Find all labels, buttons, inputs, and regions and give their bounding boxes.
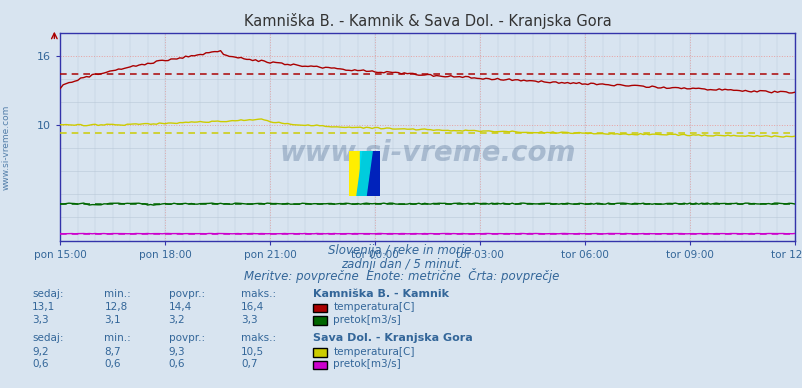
Text: Slovenija / reke in morje.: Slovenija / reke in morje.: [327, 244, 475, 257]
Text: sedaj:: sedaj:: [32, 333, 63, 343]
Text: Meritve: povprečne  Enote: metrične  Črta: povprečje: Meritve: povprečne Enote: metrične Črta:…: [244, 268, 558, 283]
Text: 0,6: 0,6: [168, 359, 185, 369]
Text: 3,3: 3,3: [32, 315, 49, 325]
Text: 3,3: 3,3: [241, 315, 257, 325]
Text: 3,2: 3,2: [168, 315, 185, 325]
Text: 14,4: 14,4: [168, 302, 192, 312]
Text: povpr.:: povpr.:: [168, 289, 205, 299]
Text: www.si-vreme.com: www.si-vreme.com: [2, 105, 11, 190]
Polygon shape: [356, 151, 371, 196]
Text: 16,4: 16,4: [241, 302, 264, 312]
Text: temperatura[C]: temperatura[C]: [333, 347, 414, 357]
Polygon shape: [364, 151, 379, 196]
Text: maks.:: maks.:: [241, 333, 276, 343]
Text: 8,7: 8,7: [104, 347, 121, 357]
Text: povpr.:: povpr.:: [168, 333, 205, 343]
Text: pretok[m3/s]: pretok[m3/s]: [333, 315, 400, 325]
Text: Kamniška B. - Kamnik: Kamniška B. - Kamnik: [313, 289, 448, 299]
Text: temperatura[C]: temperatura[C]: [333, 302, 414, 312]
Text: pretok[m3/s]: pretok[m3/s]: [333, 359, 400, 369]
Text: www.si-vreme.com: www.si-vreme.com: [279, 139, 575, 167]
Text: 9,3: 9,3: [168, 347, 185, 357]
Polygon shape: [349, 151, 379, 196]
Text: Sava Dol. - Kranjska Gora: Sava Dol. - Kranjska Gora: [313, 333, 472, 343]
Title: Kamniška B. - Kamnik & Sava Dol. - Kranjska Gora: Kamniška B. - Kamnik & Sava Dol. - Kranj…: [244, 13, 610, 29]
Text: sedaj:: sedaj:: [32, 289, 63, 299]
Text: min.:: min.:: [104, 289, 131, 299]
Text: zadnji dan / 5 minut.: zadnji dan / 5 minut.: [340, 258, 462, 271]
Text: maks.:: maks.:: [241, 289, 276, 299]
Text: 13,1: 13,1: [32, 302, 55, 312]
Text: 3,1: 3,1: [104, 315, 121, 325]
Text: min.:: min.:: [104, 333, 131, 343]
Text: 9,2: 9,2: [32, 347, 49, 357]
Text: 10,5: 10,5: [241, 347, 264, 357]
Text: 0,6: 0,6: [32, 359, 49, 369]
Text: 0,6: 0,6: [104, 359, 121, 369]
Text: 0,7: 0,7: [241, 359, 257, 369]
Polygon shape: [359, 151, 369, 196]
Text: 12,8: 12,8: [104, 302, 128, 312]
